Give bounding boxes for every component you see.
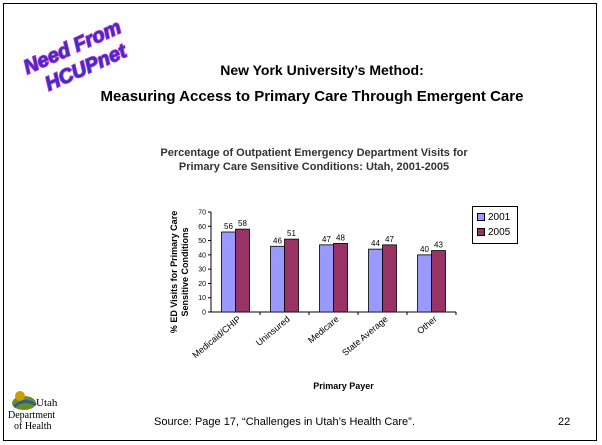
data-label-2001: 46 xyxy=(273,236,282,245)
y-tick-label: 70 xyxy=(198,210,206,217)
bar-2001 xyxy=(368,248,383,313)
data-label-2001: 56 xyxy=(224,222,233,231)
data-label-2005: 51 xyxy=(287,229,296,238)
bar-2001 xyxy=(270,245,285,313)
x-tick-label: State Average xyxy=(340,314,390,358)
y-tick-label: 40 xyxy=(198,252,206,259)
data-label-2001: 44 xyxy=(371,239,380,248)
bar-chart: 0 10 20 30 40 50 60 70 % ED Visits for Primary C… xyxy=(169,210,457,391)
slide-title-line-2: Measuring Access to Primary Care Through… xyxy=(100,88,524,105)
need-from-hcupnet-stamp: Need From HCUPnet xyxy=(20,15,132,96)
legend-item-2001: 2001 xyxy=(477,211,510,223)
y-tick-label: 0 xyxy=(202,310,206,317)
source-note: Source: Page 17, “Challenges in Utah’s H… xyxy=(154,416,415,428)
data-label-2005: 48 xyxy=(336,233,345,242)
y-tick-label: 20 xyxy=(198,281,206,288)
chart-subtitle: Primary Care Sensitive Conditions: Utah,… xyxy=(178,161,450,173)
legend-label-2005: 2005 xyxy=(488,226,511,238)
bar-2005 xyxy=(431,250,446,313)
legend-swatch-2001 xyxy=(477,213,485,221)
y-axis-title-line-2: Sensitive Conditions xyxy=(180,227,190,316)
logo-mark-icon xyxy=(12,391,37,410)
data-label-2005: 58 xyxy=(238,219,247,228)
legend-item-2005: 2005 xyxy=(477,226,510,238)
utah-department-of-health-logo: Utah Department of Health xyxy=(8,389,66,434)
slide-title-line-1: New York University’s Method: xyxy=(220,62,424,78)
logo-text-of-health: of Health xyxy=(14,421,52,432)
data-label-2001: 47 xyxy=(322,235,331,244)
y-tick-label: 60 xyxy=(198,224,206,231)
logo-text-utah: Utah xyxy=(36,397,58,409)
x-axis-title: Primary Payer xyxy=(313,381,374,391)
bar-2001 xyxy=(417,254,432,313)
bar-2001 xyxy=(319,244,334,313)
legend-swatch-2005 xyxy=(477,228,485,236)
bar-2005 xyxy=(333,243,348,313)
x-tick-label: Medicare xyxy=(306,314,341,345)
slide: Need From HCUPnet New York University’s … xyxy=(3,3,597,441)
x-tick-label: Medicaid/CHIP xyxy=(190,314,242,360)
data-label-2005: 43 xyxy=(434,241,443,250)
chart-title: Percentage of Outpatient Emergency Depar… xyxy=(160,147,468,159)
data-label-2001: 40 xyxy=(420,245,429,254)
x-tick-label: Uninsured xyxy=(254,314,292,348)
chart-legend: 2001 2005 xyxy=(472,206,518,244)
bar-2001 xyxy=(221,231,236,313)
y-tick-label: 50 xyxy=(198,238,206,245)
y-tick-label: 30 xyxy=(198,267,206,274)
y-axis-title-line-1: % ED Visits for Primary Care xyxy=(169,211,179,333)
bar-2005 xyxy=(284,238,299,313)
page-number: 22 xyxy=(558,416,571,428)
bar-2005 xyxy=(382,244,397,313)
legend-label-2001: 2001 xyxy=(488,211,511,223)
data-label-2005: 47 xyxy=(385,235,394,244)
x-tick-label: Other xyxy=(415,314,439,336)
bar-2005 xyxy=(235,228,250,313)
logo-text-department: Department xyxy=(8,410,56,421)
y-tick-label: 10 xyxy=(198,295,206,302)
